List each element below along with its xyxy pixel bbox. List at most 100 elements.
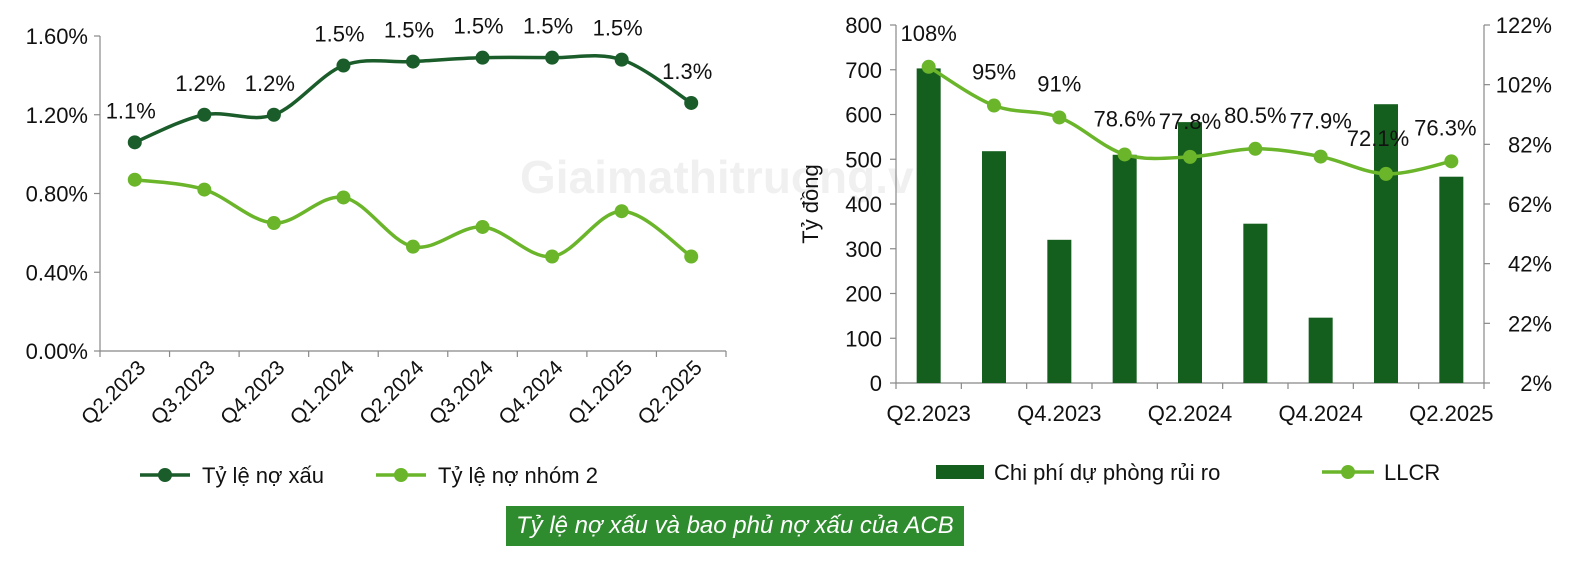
line-point-llcr — [1052, 110, 1067, 125]
left-x-tick-label: Q3.2023 — [147, 356, 220, 429]
left-x-tick-label: Q1.2024 — [286, 356, 359, 429]
bar-provision-expense — [982, 151, 1006, 383]
right-y-tick-label: 0 — [870, 371, 882, 396]
bar-provision-expense — [1374, 104, 1398, 384]
data-label-series-1: 1.5% — [384, 18, 434, 43]
legend-label: Tỷ lệ nợ xấu — [202, 463, 324, 488]
right-y-tick-label: 300 — [845, 237, 882, 262]
legend-swatch-marker — [1341, 465, 1355, 479]
left-y-tick-label: 1.60% — [26, 24, 88, 49]
data-label-series-1: 1.5% — [453, 14, 503, 39]
right-y-tick-label: 100 — [845, 326, 882, 351]
legend-label: Tỷ lệ nợ nhóm 2 — [438, 463, 598, 488]
right-x-tick-label: Q2.2025 — [1409, 401, 1493, 426]
legend-swatch-marker — [394, 468, 408, 482]
right-y-tick-label: 700 — [845, 58, 882, 83]
right-y2-tick-label: 82% — [1508, 132, 1552, 157]
left-y-tick-label: 0.40% — [26, 260, 88, 285]
right-y2-tick-label: 22% — [1508, 311, 1552, 336]
line-point-series-1 — [197, 107, 212, 122]
line-point-series-1 — [266, 107, 281, 122]
data-label-llcr: 76.3% — [1414, 115, 1476, 140]
right-y-axis-title: Tỷ đồng — [798, 164, 823, 244]
right-x-tick-label: Q2.2023 — [886, 401, 970, 426]
bar-provision-expense — [1243, 223, 1268, 383]
data-label-series-1: 1.2% — [175, 71, 225, 96]
line-point-series-2 — [545, 249, 560, 264]
legend-label: Chi phí dự phòng rủi ro — [994, 460, 1220, 485]
data-label-llcr: 108% — [901, 21, 957, 46]
line-point-llcr — [1313, 149, 1328, 164]
data-label-series-1: 1.1% — [106, 98, 156, 123]
right-y-tick-label: 500 — [845, 147, 882, 172]
right-y-tick-label: 200 — [845, 282, 882, 307]
right-y-tick-label: 800 — [845, 13, 882, 38]
bar-provision-expense — [1112, 154, 1137, 383]
right-y2-tick-label: 102% — [1496, 73, 1552, 98]
right-x-tick-label: Q4.2023 — [1017, 401, 1101, 426]
data-label-llcr: 72.1% — [1347, 126, 1409, 151]
legend-swatch-marker — [158, 468, 172, 482]
line-series-1 — [134, 54, 693, 144]
data-label-series-1: 1.5% — [523, 14, 573, 39]
line-point-series-2 — [336, 190, 351, 205]
right-y2-tick-label: 62% — [1508, 192, 1552, 217]
right-y2-tick-label: 42% — [1508, 252, 1552, 277]
data-label-llcr: 77.8% — [1159, 109, 1221, 134]
legend-label: LLCR — [1384, 460, 1440, 485]
left-y-tick-label: 0.80% — [26, 182, 88, 207]
left-x-tick-label: Q2.2023 — [77, 356, 150, 429]
line-point-series-2 — [406, 239, 420, 254]
data-label-llcr: 80.5% — [1224, 103, 1286, 128]
data-label-series-1: 1.5% — [593, 16, 643, 41]
line-point-series-1 — [545, 50, 560, 65]
line-point-series-2 — [266, 216, 281, 231]
left-x-tick-label: Q2.2024 — [355, 356, 428, 429]
bar-provision-expense — [1047, 239, 1072, 383]
data-label-llcr: 91% — [1037, 71, 1081, 96]
right-x-tick-label: Q4.2024 — [1278, 401, 1362, 426]
right-y-tick-label: 600 — [845, 103, 882, 128]
left-x-tick-label: Q4.2024 — [494, 356, 567, 429]
line-point-llcr — [987, 98, 1001, 113]
right-x-tick-label: Q2.2024 — [1148, 401, 1232, 426]
bar-provision-expense — [1439, 176, 1464, 383]
line-point-series-2 — [475, 219, 490, 234]
line-point-series-1 — [127, 135, 142, 150]
line-point-series-1 — [614, 52, 629, 67]
data-label-series-1: 1.3% — [662, 59, 712, 84]
right-y2-tick-label: 122% — [1496, 13, 1552, 38]
right-y2-tick-label: 2% — [1520, 371, 1552, 396]
line-point-llcr — [1444, 154, 1459, 169]
line-point-llcr — [1379, 166, 1393, 181]
legend-swatch-bar — [936, 465, 984, 479]
bar-provision-expense — [1178, 122, 1202, 384]
line-point-series-2 — [127, 172, 142, 187]
line-point-llcr — [1183, 149, 1197, 164]
left-x-tick-label: Q1.2025 — [564, 356, 637, 429]
left-y-tick-label: 1.20% — [26, 103, 88, 128]
bar-provision-expense — [916, 68, 941, 383]
data-label-series-1: 1.5% — [314, 22, 364, 47]
line-point-series-2 — [197, 182, 212, 197]
left-x-tick-label: Q2.2025 — [634, 356, 707, 429]
line-point-llcr — [921, 59, 936, 74]
bar-provision-expense — [1308, 317, 1333, 383]
data-label-llcr: 95% — [972, 60, 1016, 85]
left-x-tick-label: Q3.2024 — [425, 356, 498, 429]
data-label-llcr: 77.9% — [1289, 109, 1351, 134]
line-point-llcr — [1248, 141, 1263, 156]
line-point-series-1 — [684, 95, 699, 110]
line-point-series-1 — [336, 58, 351, 73]
line-point-llcr — [1117, 147, 1132, 162]
left-x-tick-label: Q4.2023 — [216, 356, 289, 429]
figure-caption: Tỷ lệ nợ xấu và bao phủ nợ xấu của ACB — [506, 506, 964, 546]
data-label-llcr: 78.6% — [1093, 106, 1155, 131]
line-point-series-2 — [684, 249, 699, 264]
line-point-series-2 — [614, 204, 629, 219]
line-point-series-1 — [475, 50, 490, 65]
chart-canvas: 0.00%0.40%0.80%1.20%1.60%Q2.2023Q3.2023Q… — [26, 13, 1552, 488]
data-label-series-1: 1.2% — [245, 71, 295, 96]
right-y-tick-label: 400 — [845, 192, 882, 217]
